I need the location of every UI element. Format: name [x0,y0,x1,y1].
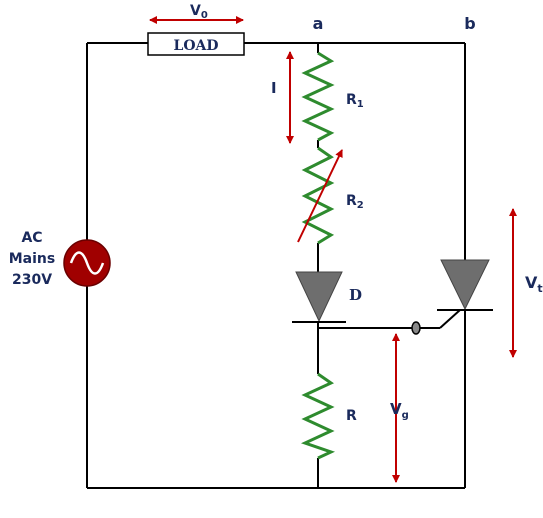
scr-triangle [440,259,490,311]
sine-wave-icon [69,251,105,275]
resistor-r2 [301,146,335,245]
load-box [147,32,245,56]
vt-label: Vt [525,273,543,295]
resistor-r1 [301,51,335,142]
source-label-line1: AC [21,230,42,246]
r2-variable-arrow [297,149,343,243]
wire-gate-diagonal [439,309,461,329]
r1-label: R1 [346,92,364,110]
r-label: R [346,408,357,424]
source-label-line2: Mains [9,251,55,267]
source-label-line3: 230V [12,272,52,288]
diode-label: D [349,286,362,304]
node-b-label: b [464,14,475,33]
load-label: LOAD [173,38,218,54]
wires [86,42,466,489]
current-label: I [271,79,277,97]
diode-d-triangle [295,271,343,323]
node-a-label: a [313,14,324,33]
r2-label: R2 [346,193,364,211]
resistor-r [300,372,336,460]
v0-label: V0 [190,3,208,21]
gate-terminal [411,321,421,335]
vg-label: Vg [390,400,409,421]
